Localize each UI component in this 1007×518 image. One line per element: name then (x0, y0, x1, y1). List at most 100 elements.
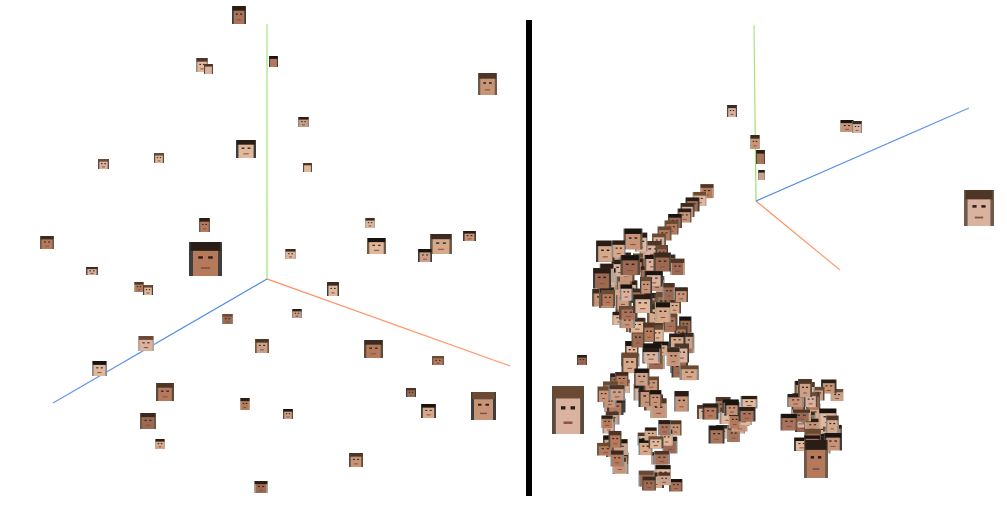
right-face-thumbnail (648, 390, 662, 407)
left-face-thumbnail (154, 153, 164, 163)
right-face-thumbnail (621, 352, 639, 374)
right-face-thumbnail (662, 283, 675, 301)
right-face-thumbnail (655, 302, 671, 323)
left-face-thumbnail (364, 340, 383, 358)
left-face-thumbnail (430, 234, 452, 254)
right-face-thumbnail (679, 365, 700, 381)
left-face-thumbnail (349, 453, 363, 467)
right-face-thumbnail (798, 379, 812, 398)
right-face-thumbnail (620, 255, 640, 276)
right-face-thumbnail (653, 252, 672, 272)
right-face-thumbnail (804, 418, 821, 432)
right-face-thumbnail (592, 268, 612, 289)
right-face-thumbnail (642, 348, 661, 363)
left-face-thumbnail (283, 409, 293, 419)
right-face-thumbnail (619, 284, 633, 301)
right-face-thumbnail (648, 436, 664, 449)
right-face-thumbnail (840, 120, 854, 132)
left-face-thumbnail (478, 73, 497, 95)
right-face-thumbnail (702, 403, 719, 420)
left-face-thumbnail (292, 309, 302, 318)
right-face-thumbnail (750, 135, 760, 149)
right-face-thumbnail (643, 322, 656, 342)
right-3d-scatter-panel (534, 0, 1007, 518)
right-face-thumbnail (821, 379, 837, 394)
right-3d-scatter-plot[interactable] (534, 0, 1007, 518)
right-face-thumbnail (577, 355, 587, 365)
left-face-thumbnail (134, 282, 144, 292)
left-face-thumbnail (367, 238, 386, 254)
left-face-thumbnail (143, 285, 153, 295)
right-face-thumbnail (608, 430, 622, 448)
left-face-thumbnail (254, 481, 268, 493)
right-face-thumbnail (674, 287, 689, 303)
left-face-thumbnail (298, 117, 309, 127)
left-face-thumbnail (92, 361, 107, 376)
right-face-thumbnails (552, 105, 994, 492)
right-face-thumbnail (610, 450, 625, 467)
right-y-axis (753, 24, 757, 202)
right-face-thumbnail (619, 305, 638, 320)
right-face-thumbnail (724, 401, 740, 415)
right-face-thumbnail (552, 386, 584, 434)
right-face-thumbnail (804, 440, 828, 478)
left-face-thumbnail (98, 159, 109, 169)
right-x-axis (755, 200, 841, 271)
right-face-thumbnail (964, 190, 994, 226)
right-face-thumbnail (639, 276, 652, 294)
left-face-thumbnail (40, 236, 54, 249)
left-face-thumbnail (421, 404, 436, 418)
left-face-thumbnail (236, 140, 256, 158)
right-face-thumbnail (597, 386, 610, 403)
left-face-thumbnail (463, 231, 476, 241)
right-face-thumbnail (756, 150, 765, 164)
left-face-thumbnail (269, 56, 278, 67)
right-face-thumbnail (758, 170, 765, 180)
right-face-thumbnail (738, 407, 756, 422)
left-face-thumbnail (432, 356, 444, 365)
left-face-thumbnail (418, 249, 432, 262)
right-face-thumbnail (653, 450, 670, 465)
left-face-thumbnail (189, 242, 222, 276)
right-face-thumbnail (596, 240, 615, 262)
left-face-thumbnail (365, 218, 375, 228)
left-face-thumbnail (140, 413, 156, 429)
right-face-thumbnail (633, 294, 653, 313)
left-face-thumbnail (222, 314, 233, 324)
right-face-thumbnail (708, 425, 725, 444)
right-face-thumbnail (824, 433, 842, 451)
left-face-thumbnail (232, 6, 246, 24)
left-face-thumbnail (327, 282, 339, 296)
right-face-thumbnail (852, 121, 862, 133)
right-face-thumbnail (780, 413, 798, 431)
left-axes (52, 24, 511, 404)
left-3d-scatter-plot[interactable] (0, 0, 525, 518)
right-face-thumbnail (670, 258, 685, 276)
left-x-axis (266, 278, 511, 367)
right-face-thumbnail (633, 368, 650, 386)
right-face-thumbnail (727, 105, 737, 117)
right-face-thumbnail (674, 391, 690, 412)
right-face-thumbnail (666, 347, 681, 367)
left-face-thumbnail (86, 267, 98, 275)
right-face-thumbnail (608, 385, 626, 401)
right-face-thumbnail (611, 240, 626, 258)
left-face-thumbnail (240, 398, 250, 410)
right-face-thumbnail (787, 394, 804, 407)
left-face-thumbnail (204, 64, 213, 74)
right-face-thumbnail (614, 372, 629, 387)
right-face-thumbnail (825, 415, 839, 433)
left-3d-scatter-panel (0, 0, 525, 518)
left-face-thumbnail (406, 388, 416, 397)
right-face-thumbnail (600, 289, 615, 307)
left-face-thumbnail (303, 163, 312, 172)
right-face-thumbnail (600, 415, 614, 429)
left-face-thumbnail (285, 249, 296, 259)
right-face-thumbnail (657, 472, 671, 486)
right-face-thumbnail (669, 479, 683, 492)
right-face-thumbnail (623, 228, 643, 250)
left-face-thumbnail (155, 439, 165, 449)
left-face-thumbnail (199, 218, 210, 232)
panel-divider (526, 20, 532, 496)
